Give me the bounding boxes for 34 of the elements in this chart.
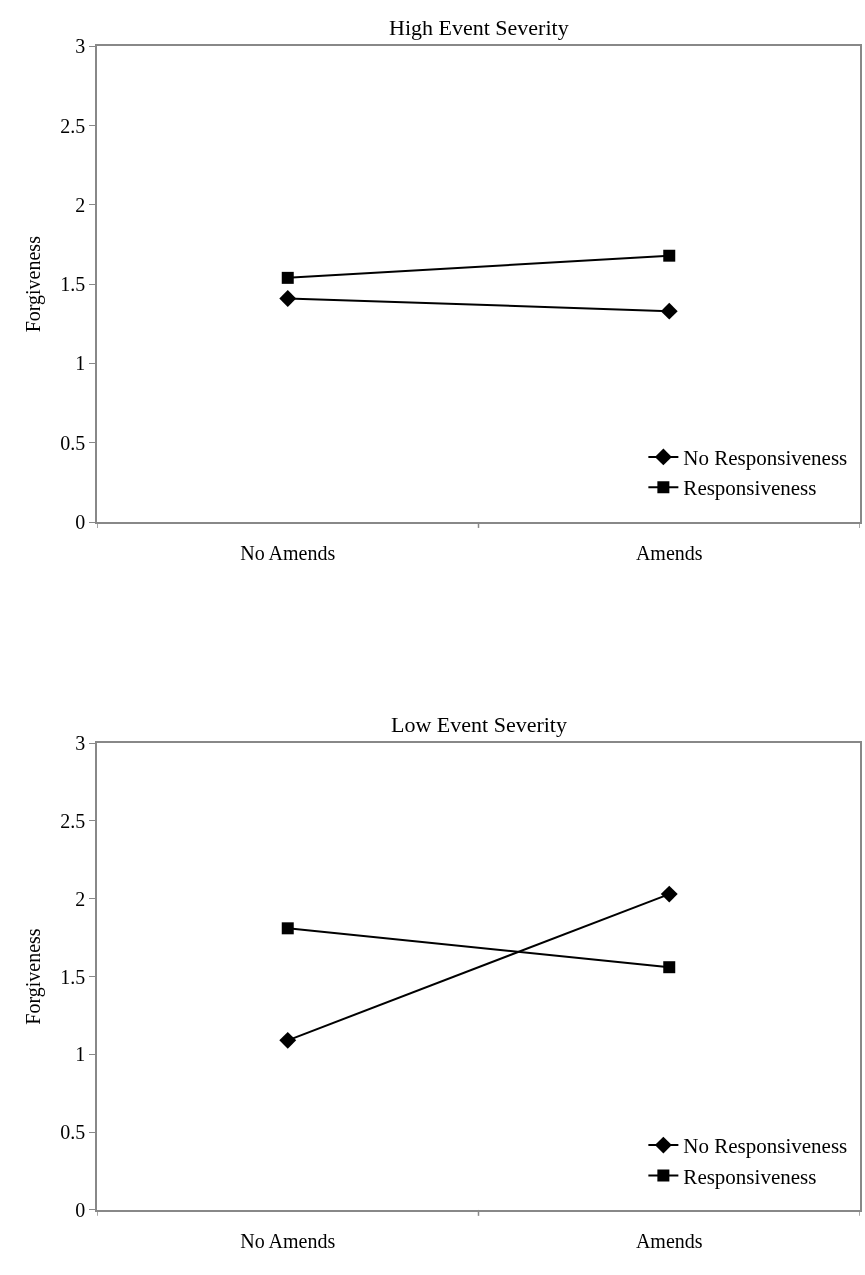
x-tick-label: No Amends	[240, 1229, 336, 1252]
x-tick-label: No Amends	[240, 541, 336, 564]
x-tick-label: Amends	[635, 1229, 703, 1252]
legend-label: Responsiveness	[683, 1164, 817, 1189]
y-tick-label: 3	[75, 732, 86, 755]
x-tick-label: Amends	[635, 541, 703, 564]
chart-title: Low Event Severity	[391, 712, 567, 737]
y-tick-label: 0	[75, 1198, 86, 1221]
y-tick-label: 0.5	[60, 431, 86, 454]
y-axis-title: Forgiveness	[22, 928, 46, 1025]
point	[279, 1031, 297, 1049]
y-tick-label: 2.5	[60, 809, 86, 832]
y-tick-label: 1.5	[60, 273, 86, 296]
y-tick-label: 1.5	[60, 965, 86, 988]
chart-title: High Event Severity	[389, 15, 569, 40]
y-axis-title: Forgiveness	[22, 235, 46, 333]
y-tick-label: 0	[75, 511, 86, 534]
y-tick-label: 0.5	[60, 1121, 86, 1144]
y-tick-label: 2	[75, 887, 86, 910]
point	[281, 271, 294, 284]
point	[663, 961, 676, 974]
y-tick-label: 1	[75, 352, 86, 375]
point	[663, 249, 676, 262]
point	[281, 922, 294, 935]
point	[660, 885, 678, 903]
legend-label: No Responsiveness	[683, 1134, 848, 1159]
y-tick-label: 3	[75, 35, 86, 58]
y-tick-label: 2.5	[60, 114, 86, 137]
legend-label: No Responsiveness	[683, 446, 848, 471]
point	[279, 290, 297, 307]
y-tick-label: 1	[75, 1043, 86, 1066]
legend-label: Responsiveness	[683, 476, 817, 501]
point	[660, 302, 678, 320]
y-tick-label: 2	[75, 193, 86, 216]
